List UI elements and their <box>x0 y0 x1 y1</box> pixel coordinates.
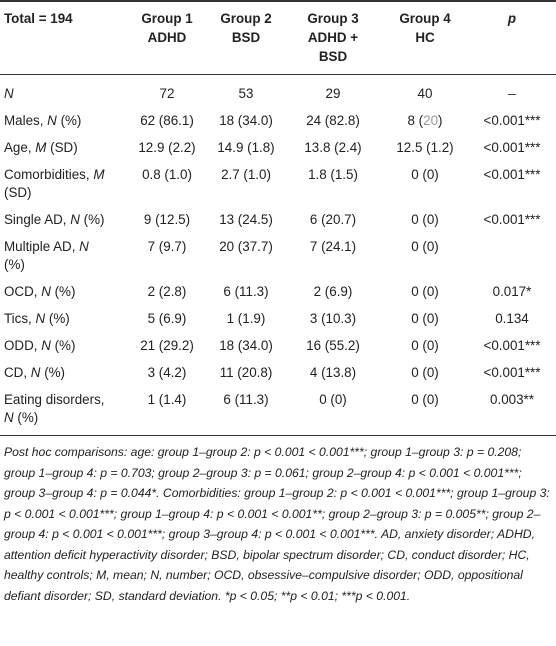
demographics-table: Total = 194 Group 1 ADHD Group 2 BSD Group… <box>0 1 556 436</box>
cell-p-value: <0.001*** <box>483 212 541 227</box>
cell-group-3: 2 (6.9) <box>313 284 353 299</box>
cell-group-3: 4 (13.8) <box>309 365 357 380</box>
cell-group-2: 18 (34.0) <box>219 113 273 128</box>
row-label: Comorbidities, M (SD) <box>4 167 105 200</box>
cell-group-2: 14.9 (1.8) <box>217 140 275 155</box>
cell-group-2: 18 (34.0) <box>219 338 273 353</box>
cell-group-4: 0 (0) <box>411 311 439 326</box>
table-row: Comorbidities, M (SD) 0.8 (1.0) 2.7 (1.0)… <box>0 162 556 207</box>
table-row: Age, M (SD) 12.9 (2.2) 14.9 (1.8) 13.8 (… <box>0 135 556 162</box>
cell-p-value: 0.003** <box>490 392 534 407</box>
cell-group-3: 3 (10.3) <box>309 311 357 326</box>
cell-group-1: 12.9 (2.2) <box>138 140 196 155</box>
cell-group-1: 62 (86.1) <box>140 113 194 128</box>
row-label: Single AD, N (%) <box>4 212 105 227</box>
cell-group-3: 16 (55.2) <box>306 338 360 353</box>
cell-p-value: <0.001*** <box>483 167 541 182</box>
cell-p-value: <0.001*** <box>483 113 541 128</box>
cell-group-4: 0 (0) <box>411 239 439 254</box>
header-total: Total = 194 <box>4 11 73 26</box>
header-row: Total = 194 Group 1 ADHD Group 2 BSD Group… <box>0 1 556 75</box>
header-group-1: Group 1 ADHD <box>141 11 193 45</box>
row-label: Age, M (SD) <box>4 140 78 155</box>
cell-p-value: 0.017* <box>492 284 532 299</box>
cell-group-2: 11 (20.8) <box>219 365 273 380</box>
cell-group-2: 6 (11.3) <box>223 284 269 299</box>
cell-group-3: 0 (0) <box>319 392 347 407</box>
cell-group-4: 40 <box>417 86 433 101</box>
table-row: Tics, N (%) 5 (6.9) 1 (1.9) 3 (10.3) 0 (… <box>0 306 556 333</box>
cell-group-1: 9 (12.5) <box>143 212 191 227</box>
row-label: OCD, N (%) <box>4 284 76 299</box>
cell-group-4: 0 (0) <box>411 284 439 299</box>
table-row: OCD, N (%) 2 (2.8) 6 (11.3) 2 (6.9) 0 (0… <box>0 279 556 306</box>
cell-group-4: 0 (0) <box>411 338 439 353</box>
cell-group-2: 2.7 (1.0) <box>221 167 271 182</box>
row-label: N <box>4 86 14 101</box>
row-label: ODD, N (%) <box>4 338 76 353</box>
row-label: Eating disorders, N (%) <box>4 392 105 425</box>
cell-p-value: – <box>508 86 516 101</box>
cell-p-value: 0.134 <box>495 311 529 326</box>
cell-group-2: 6 (11.3) <box>223 392 269 407</box>
cell-group-4: 0 (0) <box>411 392 439 407</box>
cell-group-1: 2 (2.8) <box>147 284 187 299</box>
table-header: Total = 194 Group 1 ADHD Group 2 BSD Group… <box>0 1 556 75</box>
cell-group-4: 12.5 (1.2) <box>396 140 454 155</box>
cell-group-2: 20 (37.7) <box>219 239 273 254</box>
cell-group-2: 1 (1.9) <box>226 311 266 326</box>
cell-group-1: 3 (4.2) <box>147 365 187 380</box>
cell-p-value: <0.001*** <box>483 140 541 155</box>
cell-group-3: 29 <box>325 86 341 101</box>
table-row: Eating disorders, N (%) 1 (1.4) 6 (11.3) … <box>0 387 556 436</box>
row-label: Tics, N (%) <box>4 311 70 326</box>
cell-group-3: 24 (82.8) <box>306 113 360 128</box>
table-row: Single AD, N (%) 9 (12.5) 13 (24.5) 6 (2… <box>0 207 556 234</box>
cell-p-value: <0.001*** <box>483 365 541 380</box>
header-group-3: Group 3 ADHD + BSD <box>307 11 359 64</box>
cell-group-3: 7 (24.1) <box>309 239 357 254</box>
cell-group-1: 0.8 (1.0) <box>142 167 192 182</box>
cell-group-3: 13.8 (2.4) <box>304 140 362 155</box>
cell-group-3: 1.8 (1.5) <box>308 167 358 182</box>
cell-group-4: 8 (20) <box>407 113 443 128</box>
cell-group-1: 7 (9.7) <box>147 239 187 254</box>
cell-group-1: 21 (29.2) <box>140 338 194 353</box>
table-row: CD, N (%) 3 (4.2) 11 (20.8) 4 (13.8) 0 (… <box>0 360 556 387</box>
row-label: CD, N (%) <box>4 365 66 380</box>
cell-group-4: 0 (0) <box>411 167 439 182</box>
cell-group-4: 0 (0) <box>411 212 439 227</box>
table-row: Multiple AD, N (%) 7 (9.7) 20 (37.7) 7 (2… <box>0 234 556 279</box>
header-group-2: Group 2 BSD <box>220 11 272 45</box>
cell-p-value: <0.001*** <box>483 338 541 353</box>
cell-group-1: 1 (1.4) <box>147 392 187 407</box>
table-footnote: Post hoc comparisons: age: group 1–group… <box>4 445 550 603</box>
table-body: N 72 53 29 40 – Males, N (%) 62 (86.1) 1… <box>0 75 556 436</box>
cell-group-3: 6 (20.7) <box>309 212 357 227</box>
cell-group-2: 53 <box>238 86 254 101</box>
table-row: Males, N (%) 62 (86.1) 18 (34.0) 24 (82.… <box>0 108 556 135</box>
row-label: Multiple AD, N (%) <box>4 239 89 272</box>
cell-group-2: 13 (24.5) <box>219 212 273 227</box>
header-p-value: p <box>507 11 517 26</box>
cell-group-1: 5 (6.9) <box>147 311 187 326</box>
header-group-4: Group 4 HC <box>399 11 451 45</box>
cell-p-value <box>468 234 556 279</box>
row-label: Males, N (%) <box>4 113 82 128</box>
cell-group-4: 0 (0) <box>411 365 439 380</box>
table-row: ODD, N (%) 21 (29.2) 18 (34.0) 16 (55.2)… <box>0 333 556 360</box>
cell-group-1: 72 <box>159 86 175 101</box>
table-row: N 72 53 29 40 – <box>0 75 556 109</box>
